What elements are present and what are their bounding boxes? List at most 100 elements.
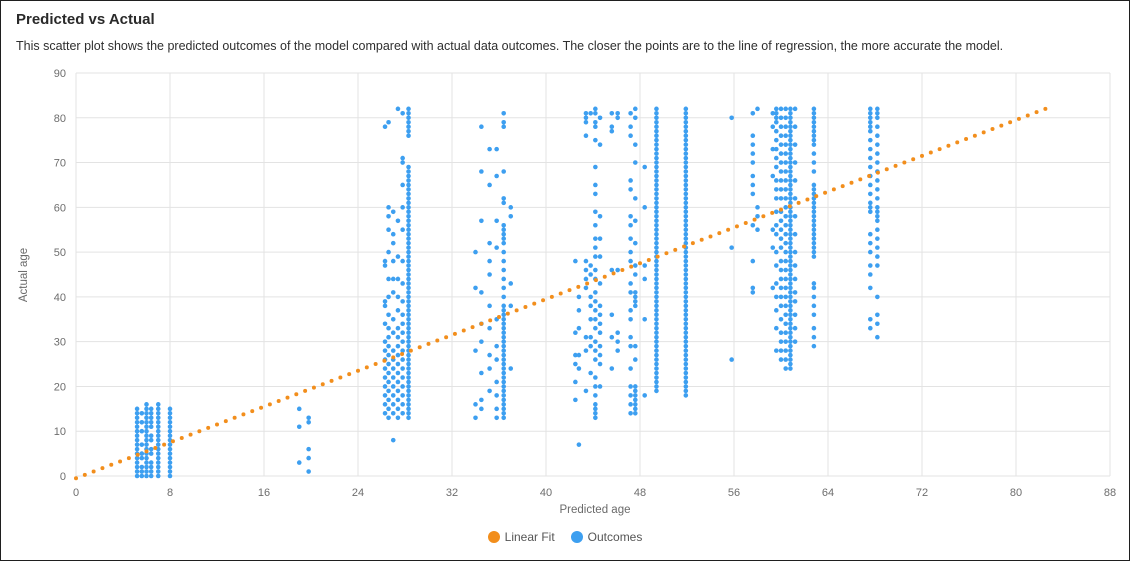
outcome-point[interactable]	[788, 119, 793, 125]
outcome-point[interactable]	[382, 384, 388, 389]
outcome-point[interactable]	[395, 294, 401, 300]
outcome-point[interactable]	[583, 267, 589, 273]
outcome-point[interactable]	[783, 213, 788, 219]
outcome-point[interactable]	[593, 411, 598, 416]
outcome-point[interactable]	[811, 205, 817, 210]
outcome-point[interactable]	[654, 164, 659, 170]
outcome-point[interactable]	[597, 281, 603, 286]
outcome-point[interactable]	[406, 111, 411, 116]
outcome-point[interactable]	[155, 437, 161, 443]
outcome-point[interactable]	[654, 290, 659, 295]
outcome-point[interactable]	[155, 442, 161, 447]
outcome-point[interactable]	[875, 205, 880, 210]
outcome-point[interactable]	[683, 155, 689, 161]
outcome-point[interactable]	[654, 187, 659, 192]
outcome-point[interactable]	[783, 285, 788, 291]
outcome-point[interactable]	[501, 119, 507, 125]
linear-fit-point[interactable]	[514, 308, 519, 313]
linear-fit-point[interactable]	[82, 472, 87, 477]
outcome-point[interactable]	[654, 231, 659, 237]
outcome-point[interactable]	[615, 339, 620, 344]
outcome-point[interactable]	[501, 330, 507, 336]
outcome-point[interactable]	[167, 469, 173, 474]
outcome-point[interactable]	[400, 411, 405, 416]
outcome-point[interactable]	[811, 227, 817, 233]
outcome-point[interactable]	[875, 124, 880, 130]
outcome-point[interactable]	[788, 191, 793, 197]
outcome-point[interactable]	[386, 343, 391, 349]
linear-fit-point[interactable]	[285, 395, 290, 400]
outcome-point[interactable]	[148, 433, 154, 439]
outcome-point[interactable]	[167, 473, 173, 479]
outcome-point[interactable]	[148, 469, 154, 474]
outcome-point[interactable]	[134, 460, 140, 465]
outcome-point[interactable]	[811, 285, 817, 291]
outcome-point[interactable]	[783, 196, 788, 201]
outcome-point[interactable]	[390, 375, 396, 380]
outcome-point[interactable]	[811, 160, 817, 165]
outcome-point[interactable]	[868, 316, 873, 322]
outcome-point[interactable]	[406, 303, 411, 309]
outcome-point[interactable]	[755, 106, 760, 112]
outcome-point[interactable]	[400, 357, 405, 362]
linear-fit-point[interactable]	[602, 274, 607, 279]
outcome-point[interactable]	[683, 254, 689, 259]
outcome-point[interactable]	[501, 415, 507, 421]
outcome-point[interactable]	[654, 200, 659, 206]
outcome-point[interactable]	[755, 227, 760, 233]
outcome-point[interactable]	[868, 191, 873, 197]
outcome-point[interactable]	[788, 128, 793, 134]
outcome-point[interactable]	[406, 343, 411, 349]
outcome-point[interactable]	[155, 455, 161, 461]
outcome-point[interactable]	[783, 187, 788, 192]
outcome-point[interactable]	[811, 240, 817, 246]
linear-fit-point[interactable]	[999, 123, 1004, 128]
linear-fit-point[interactable]	[673, 247, 678, 252]
outcome-point[interactable]	[628, 366, 633, 371]
outcome-point[interactable]	[134, 428, 140, 434]
outcome-point[interactable]	[683, 231, 689, 237]
outcome-point[interactable]	[770, 124, 776, 130]
outcome-point[interactable]	[501, 285, 507, 291]
outcome-point[interactable]	[788, 245, 793, 250]
outcome-point[interactable]	[494, 406, 499, 412]
outcome-point[interactable]	[395, 388, 401, 394]
outcome-point[interactable]	[406, 285, 411, 291]
outcome-point[interactable]	[774, 178, 779, 183]
outcome-point[interactable]	[386, 213, 391, 219]
outcome-point[interactable]	[788, 124, 793, 130]
outcome-point[interactable]	[868, 325, 873, 331]
outcome-point[interactable]	[875, 151, 880, 156]
outcome-point[interactable]	[390, 384, 396, 389]
outcome-point[interactable]	[774, 308, 779, 313]
outcome-point[interactable]	[783, 258, 788, 264]
outcome-point[interactable]	[597, 352, 603, 358]
linear-fit-point[interactable]	[655, 254, 660, 259]
outcome-point[interactable]	[306, 455, 311, 461]
outcome-point[interactable]	[778, 245, 784, 250]
linear-fit-point[interactable]	[170, 439, 175, 444]
linear-fit-point[interactable]	[320, 382, 325, 387]
outcome-point[interactable]	[788, 294, 793, 300]
outcome-point[interactable]	[501, 124, 507, 130]
outcome-point[interactable]	[615, 348, 620, 353]
outcome-point[interactable]	[167, 464, 173, 470]
outcome-point[interactable]	[593, 415, 598, 421]
outcome-point[interactable]	[406, 119, 411, 125]
outcome-point[interactable]	[774, 128, 779, 134]
outcome-point[interactable]	[406, 290, 411, 295]
outcome-point[interactable]	[597, 343, 603, 349]
outcome-point[interactable]	[487, 258, 492, 264]
outcome-point[interactable]	[774, 231, 779, 237]
linear-fit-point[interactable]	[585, 281, 590, 286]
outcome-point[interactable]	[683, 213, 689, 219]
outcome-point[interactable]	[583, 111, 589, 116]
outcome-point[interactable]	[487, 240, 492, 246]
outcome-point[interactable]	[386, 406, 391, 412]
outcome-point[interactable]	[487, 182, 492, 188]
outcome-point[interactable]	[615, 267, 620, 273]
outcome-point[interactable]	[683, 321, 689, 327]
outcome-point[interactable]	[811, 133, 817, 138]
outcome-point[interactable]	[406, 325, 411, 331]
linear-fit-point[interactable]	[937, 147, 942, 152]
